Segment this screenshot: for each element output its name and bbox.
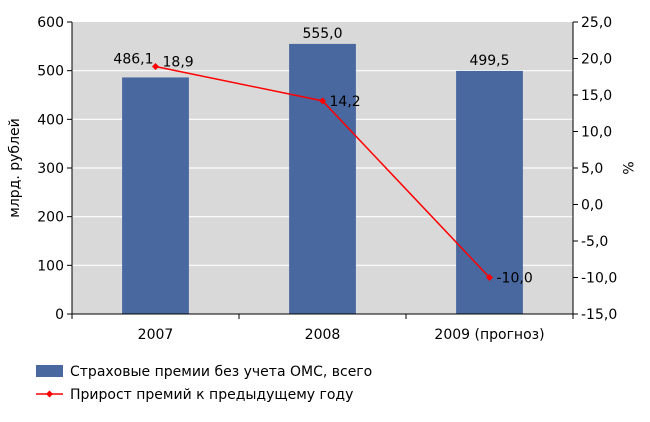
bar — [456, 70, 523, 314]
bar — [122, 77, 189, 314]
line-point — [319, 97, 326, 105]
right-tick-label: -10,0 — [581, 271, 617, 287]
legend-line-label: Прирост премий к предыдущему году — [70, 387, 353, 403]
right-tick-label: 15,0 — [581, 88, 612, 104]
right-tick-label: -15,0 — [581, 307, 617, 323]
line-value-label: -10,0 — [497, 271, 533, 287]
left-axis-title: млрд. рублей — [7, 118, 23, 217]
legend: Страховые премии без учета ОМС, всего Пр… — [36, 364, 372, 403]
right-tick-label: 25,0 — [581, 15, 612, 31]
bar — [289, 43, 356, 315]
line-point — [486, 274, 493, 281]
left-axis: 0 100 200 300 400 500 600 — [37, 15, 73, 323]
left-tick-label: 500 — [37, 64, 64, 80]
left-tick-label: 100 — [37, 258, 64, 274]
right-tick-label: -5,0 — [581, 234, 608, 250]
x-tick-label: 2008 — [305, 327, 341, 343]
x-tick-label: 2007 — [138, 327, 174, 343]
left-tick-label: 600 — [37, 15, 64, 31]
right-axis: -15,0 -10,0 -5,0 0,0 5,0 10,0 15,0 20,0 25,0 — [572, 15, 617, 323]
left-tick-label: 300 — [37, 161, 64, 177]
right-axis-title: % — [619, 161, 635, 174]
right-tick-label: 20,0 — [581, 52, 612, 68]
right-tick-label: 0,0 — [581, 198, 603, 214]
right-tick-label: 5,0 — [581, 161, 603, 177]
bar-value-label: 486,1 — [113, 52, 153, 68]
legend-bar-label: Страховые премии без учета ОМС, всего — [70, 364, 372, 380]
bar-value-label: 499,5 — [469, 53, 509, 69]
left-tick-label: 200 — [37, 210, 64, 226]
line-value-label: 18,9 — [163, 55, 194, 71]
line-point — [152, 63, 159, 71]
line-series — [152, 63, 493, 281]
right-tick-label: 10,0 — [581, 125, 612, 141]
bar-value-label: 555,0 — [302, 26, 342, 42]
data-labels: 486,1 555,0 499,5 18,9 14,2 -10,0 — [113, 26, 532, 287]
left-tick-label: 0 — [55, 307, 64, 323]
x-axis: 2007 2008 2009 (прогноз) — [71, 313, 574, 343]
bar-series — [122, 43, 523, 315]
legend-line-marker — [46, 390, 53, 398]
legend-bar-swatch — [36, 365, 63, 377]
left-tick-label: 400 — [37, 112, 64, 128]
x-tick-label: 2009 (прогноз) — [434, 327, 544, 343]
line-value-label: 14,2 — [330, 94, 361, 110]
